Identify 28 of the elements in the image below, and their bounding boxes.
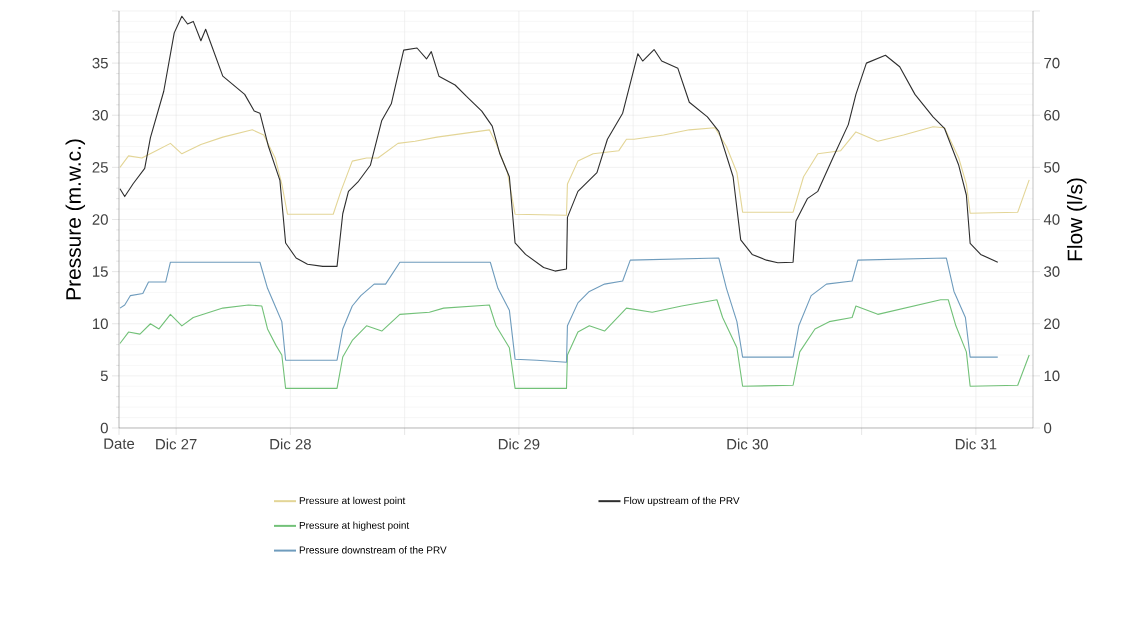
y2-tick-label: 0 <box>1044 422 1052 434</box>
y2-tick-label: 60 <box>1044 109 1060 121</box>
legend-label: Flow upstream of the PRV <box>624 496 740 507</box>
x-tick-label: Dic 28 <box>270 438 311 450</box>
y2-tick-label: 20 <box>1044 318 1060 330</box>
y2-tick-label: 30 <box>1044 266 1060 277</box>
y-tick-label: 35 <box>92 57 108 69</box>
y2-tick-label: 70 <box>1044 57 1060 69</box>
y2-tick-label: 50 <box>1044 162 1060 173</box>
y-axis-title: Pressure (m.w.c.) <box>65 139 86 300</box>
y2-axis-title: Flow (l/s) <box>1066 178 1087 261</box>
y-tick-label: 5 <box>100 370 108 382</box>
y-tick-label: 30 <box>92 109 108 121</box>
x-tick-label: Dic 29 <box>498 438 540 450</box>
y-tick-label: 0 <box>100 422 108 434</box>
y-tick-label: 15 <box>93 266 108 277</box>
legend-label: Pressure downstream of the PRV <box>299 546 447 554</box>
x-tick-label: Dic 27 <box>156 438 197 450</box>
x-tick-label: Dic 30 <box>727 438 768 450</box>
y-tick-label: 25 <box>92 162 108 173</box>
y2-tick-label: 40 <box>1043 214 1060 225</box>
legend-label: Pressure at lowest point <box>299 496 406 507</box>
y-tick-label: 10 <box>93 318 108 330</box>
y2-tick-label: 10 <box>1044 370 1060 382</box>
x-tick-label: Dic 31 <box>955 438 997 450</box>
y-tick-label: 20 <box>92 214 108 225</box>
x-tick-label: Date <box>104 438 135 449</box>
legend-label: Pressure at highest point <box>299 521 410 531</box>
